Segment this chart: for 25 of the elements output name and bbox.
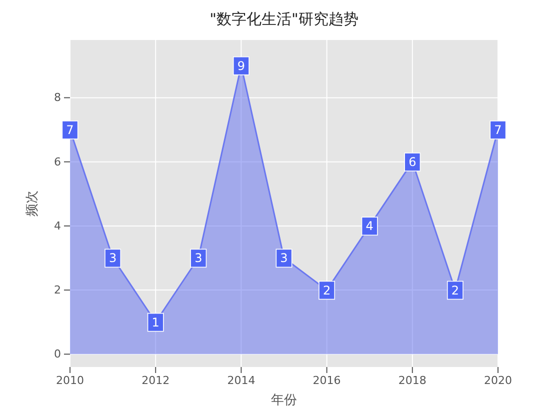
y-tick-label: 8 [54,91,61,104]
data-label: 9 [237,58,246,73]
data-label: 3 [280,251,288,266]
data-label: 1 [152,315,160,330]
y-tick-label: 4 [54,219,61,232]
y-axis-title: 频次 [25,190,40,216]
y-tick-label: 0 [54,348,61,361]
y-tick-label: 6 [54,155,61,168]
x-axis-title: 年份 [271,393,297,408]
x-tick-label: 2010 [56,374,84,387]
x-tick-label: 2012 [142,374,170,387]
data-label: 7 [494,122,502,137]
data-label: 7 [66,122,74,137]
chart-title: "数字化生活"研究趋势 [210,10,358,28]
x-tick-label: 2014 [227,374,256,387]
data-label: 4 [366,219,374,234]
x-tick-label: 2016 [312,374,341,387]
data-label: 3 [194,251,202,266]
y-tick-label: 2 [54,284,61,297]
x-tick-label: 2018 [398,374,426,387]
data-label: 3 [108,251,117,266]
x-tick-label: 2020 [484,374,512,387]
data-label: 2 [322,283,331,298]
data-label: 2 [451,283,460,298]
data-label: 6 [408,155,416,170]
